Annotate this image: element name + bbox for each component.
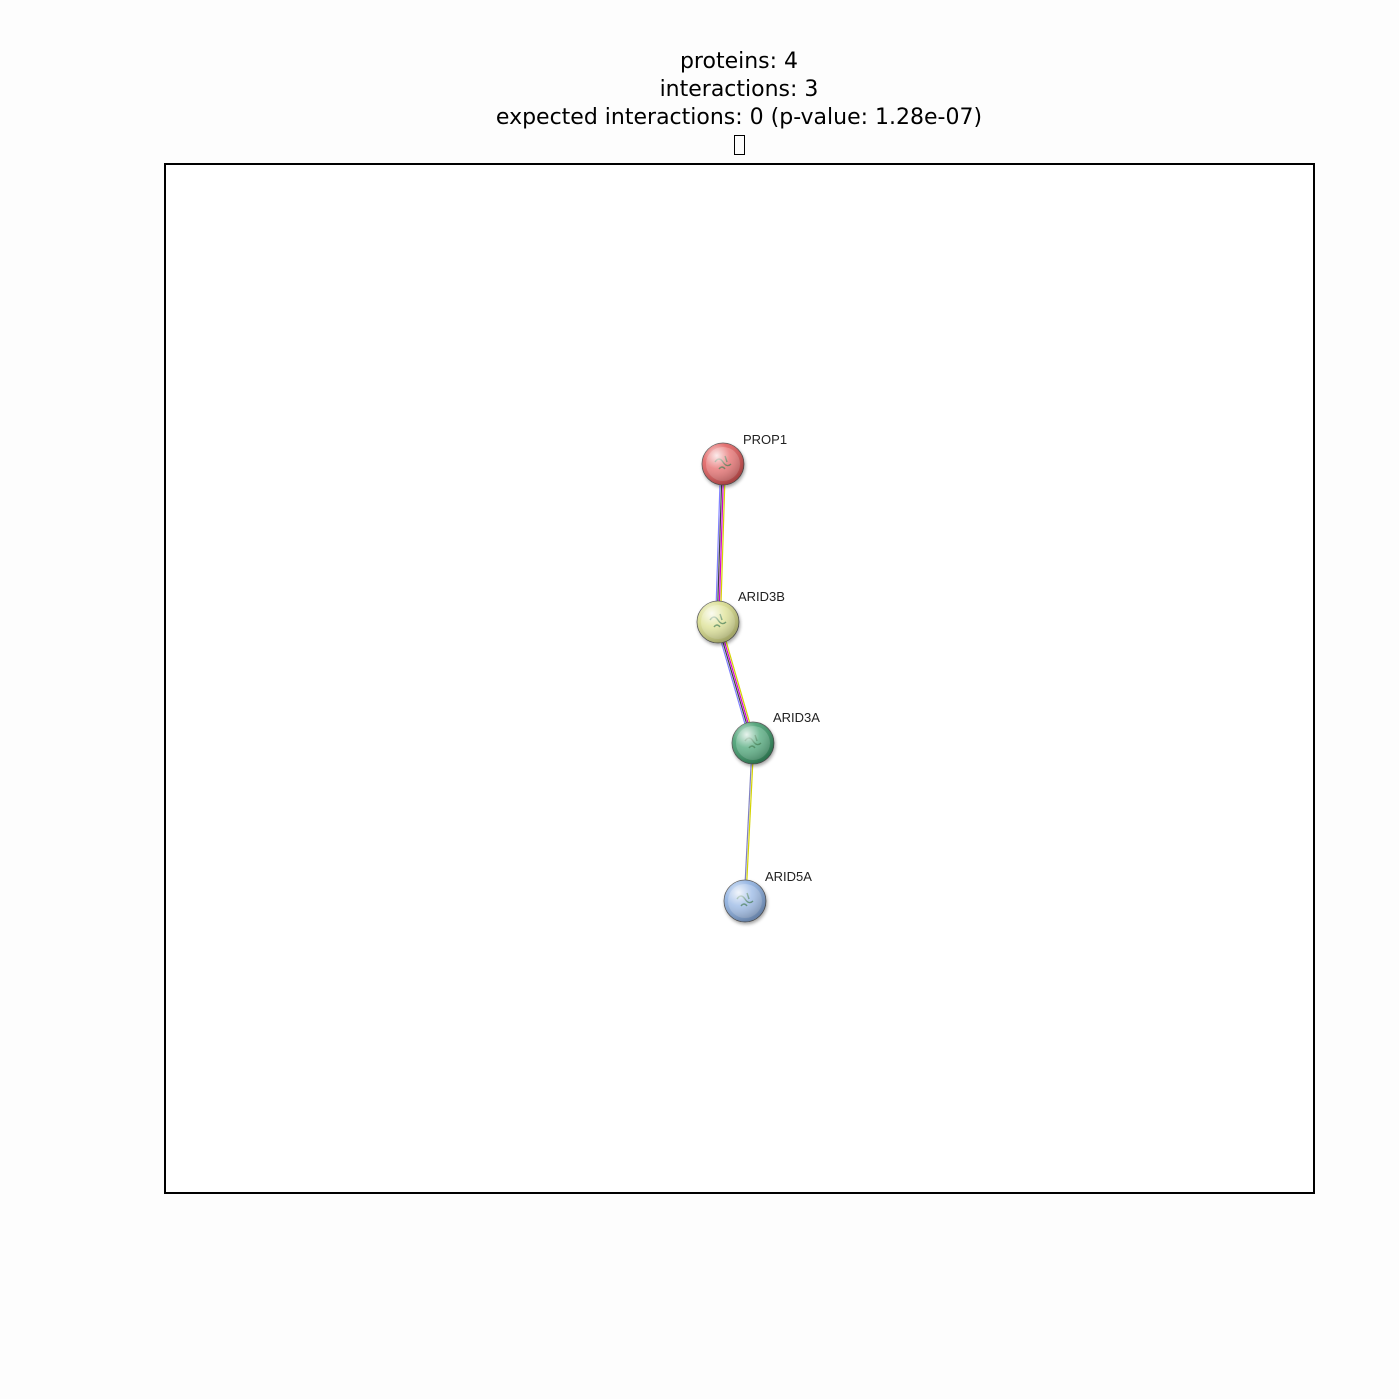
node-prop1[interactable]: PROP1 (702, 432, 787, 485)
node-gloss (697, 601, 739, 643)
edge-arid3a-arid5a[interactable] (744, 743, 754, 901)
edge-evidence-line (744, 743, 752, 901)
node-arid5a[interactable]: ARID5A (724, 869, 812, 922)
edge-prop1-arid3b[interactable] (716, 464, 726, 622)
node-label-prop1: PROP1 (743, 432, 787, 447)
node-label-arid3a: ARID3A (773, 710, 820, 725)
node-gloss (732, 722, 774, 764)
node-gloss (702, 443, 744, 485)
node-label-arid5a: ARID5A (765, 869, 812, 884)
node-gloss (724, 880, 766, 922)
node-label-arid3b: ARID3B (738, 589, 785, 604)
node-arid3b[interactable]: ARID3B (697, 589, 785, 643)
edge-evidence-line (746, 743, 754, 901)
